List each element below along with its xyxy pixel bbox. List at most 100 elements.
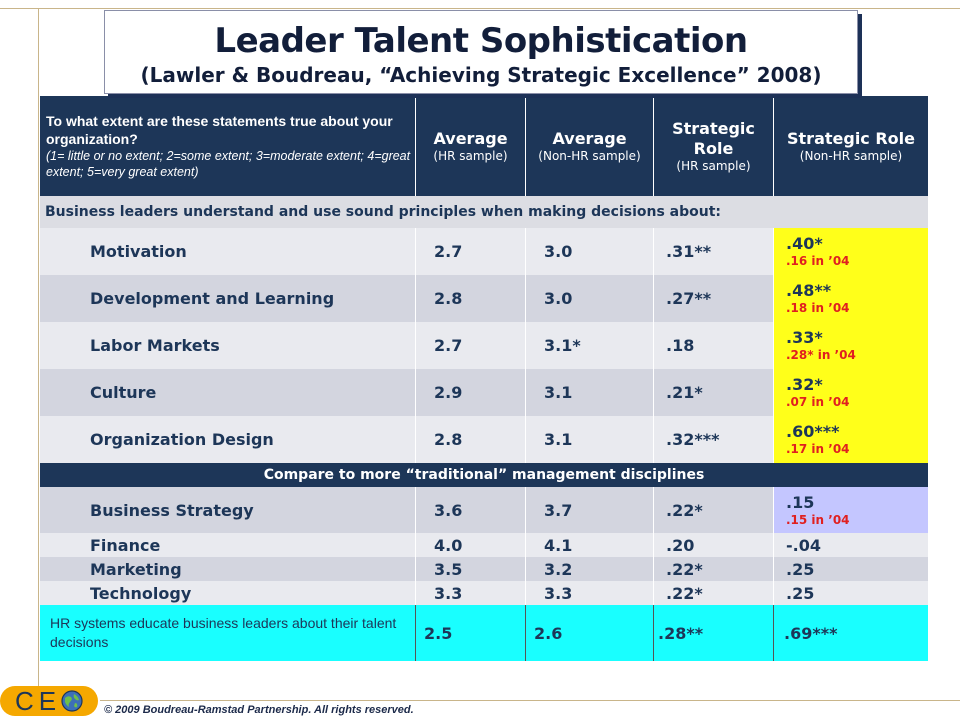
role-nonhr-value: .69***: [784, 623, 838, 643]
row-label: Organization Design: [40, 416, 416, 463]
role-hr-value: .18: [654, 322, 774, 369]
table-row: Culture 2.9 3.1 .21* .32* .07 in ’04: [40, 369, 928, 416]
header-role-hr-title: Strategic Role: [672, 118, 755, 158]
role-nonhr-value: .32*: [786, 375, 823, 394]
globe-icon: [61, 690, 83, 712]
role-nonhr-value: .15: [786, 492, 815, 512]
header-question: To what extent are these statements true…: [46, 113, 393, 147]
role-nonhr-cell: .32* .07 in ’04: [774, 369, 928, 416]
role-hr-value: .22*: [654, 557, 774, 581]
role-nonhr-value: .40*: [786, 234, 823, 253]
role-nonhr-cell: .60*** .17 in ’04: [774, 416, 928, 463]
row-label: Technology: [40, 581, 416, 605]
row-label: HR systems educate business leaders abou…: [40, 605, 416, 661]
avg-nonhr-value: 3.3: [526, 581, 654, 605]
table-row: Motivation 2.7 3.0 .31** .40* .16 in ’04: [40, 228, 928, 275]
header-question-cell: To what extent are these statements true…: [40, 96, 416, 196]
role-nonhr-value: .25: [786, 583, 815, 603]
avg-hr-value: 2.8: [416, 275, 526, 322]
avg-hr-value: 3.6: [416, 487, 526, 533]
header-role-hr-sub: (HR sample): [676, 158, 751, 173]
page-subtitle: (Lawler & Boudreau, “Achieving Strategic…: [140, 63, 822, 87]
title-box: Leader Talent Sophistication (Lawler & B…: [104, 10, 858, 94]
role-nonhr-cell: .33* .28* in ’04: [774, 322, 928, 369]
row-label: Business Strategy: [40, 487, 416, 533]
table-row: Marketing 3.5 3.2 .22* .25: [40, 557, 928, 581]
table-row: Labor Markets 2.7 3.1* .18 .33* .28* in …: [40, 322, 928, 369]
role-hr-value: .22*: [654, 487, 774, 533]
role-nonhr-2004-note: .18 in ’04: [786, 301, 850, 315]
row-label: Development and Learning: [40, 275, 416, 322]
header-avg-hr: Average (HR sample): [416, 96, 526, 196]
copyright-notice: © 2009 Boudreau-Ramstad Partnership. All…: [104, 704, 414, 716]
role-nonhr-2004-note: .07 in ’04: [786, 395, 850, 409]
row-label: Culture: [40, 369, 416, 416]
header-scale: (1= little or no extent; 2=some extent; …: [46, 149, 411, 179]
header-avg-nonhr-title: Average: [552, 128, 627, 148]
role-hr-value: .20: [654, 533, 774, 557]
results-table: To what extent are these statements true…: [40, 96, 928, 661]
avg-hr-value: 2.7: [416, 322, 526, 369]
role-hr-value: .21*: [654, 369, 774, 416]
role-hr-value: .22*: [654, 581, 774, 605]
header-role-nonhr-title: Strategic Role: [787, 128, 915, 148]
role-nonhr-cell: .15 .15 in ’04: [774, 487, 928, 533]
avg-hr-value: 2.5: [416, 605, 526, 661]
header-role-nonhr-sub: (Non-HR sample): [799, 148, 903, 163]
role-hr-value: .32***: [654, 416, 774, 463]
row-label: Marketing: [40, 557, 416, 581]
header-avg-hr-title: Average: [433, 128, 508, 148]
avg-nonhr-value: 4.1: [526, 533, 654, 557]
page-title: Leader Talent Sophistication: [214, 21, 748, 61]
role-nonhr-value: .25: [786, 559, 815, 579]
avg-hr-value: 4.0: [416, 533, 526, 557]
role-nonhr-value: .33*: [786, 328, 823, 347]
logo-letter-e: E: [38, 686, 57, 716]
role-hr-value: .27**: [654, 275, 774, 322]
footer-divider: [100, 700, 960, 701]
avg-hr-value: 3.5: [416, 557, 526, 581]
header-role-nonhr: Strategic Role (Non-HR sample): [774, 96, 928, 196]
table-row-highlight: HR systems educate business leaders abou…: [40, 605, 928, 661]
avg-nonhr-value: 3.7: [526, 487, 654, 533]
role-nonhr-2004-note: .15 in ’04: [786, 512, 850, 527]
avg-nonhr-value: 3.1*: [526, 322, 654, 369]
role-hr-value: .28**: [654, 605, 774, 661]
role-nonhr-2004-note: .28* in ’04: [786, 348, 856, 362]
table-header: To what extent are these statements true…: [40, 96, 928, 196]
avg-nonhr-value: 2.6: [526, 605, 654, 661]
avg-nonhr-value: 3.1: [526, 416, 654, 463]
avg-hr-value: 2.7: [416, 228, 526, 275]
header-avg-nonhr: Average (Non-HR sample): [526, 96, 654, 196]
table-row: Finance 4.0 4.1 .20 -.04: [40, 533, 928, 557]
row-label: Motivation: [40, 228, 416, 275]
role-nonhr-2004-note: .16 in ’04: [786, 254, 850, 268]
avg-hr-value: 2.8: [416, 416, 526, 463]
header-avg-nonhr-sub: (Non-HR sample): [538, 148, 641, 163]
role-hr-value: .31**: [654, 228, 774, 275]
frame-left-line: [38, 8, 39, 686]
compare-heading: Compare to more “traditional” management…: [40, 463, 928, 487]
row-label: Labor Markets: [40, 322, 416, 369]
frame-top-line: [0, 8, 960, 9]
avg-hr-value: 2.9: [416, 369, 526, 416]
header-avg-hr-sub: (HR sample): [433, 148, 508, 163]
role-nonhr-cell: .40* .16 in ’04: [774, 228, 928, 275]
table-row: Business Strategy 3.6 3.7 .22* .15 .15 i…: [40, 487, 928, 533]
avg-nonhr-value: 3.2: [526, 557, 654, 581]
row-label: Finance: [40, 533, 416, 557]
table-row: Development and Learning 2.8 3.0 .27** .…: [40, 275, 928, 322]
avg-hr-value: 3.3: [416, 581, 526, 605]
avg-nonhr-value: 3.0: [526, 275, 654, 322]
logo-letter-c: C: [14, 686, 34, 716]
table-row: Organization Design 2.8 3.1 .32*** .60**…: [40, 416, 928, 463]
role-nonhr-value: .60***: [786, 422, 840, 441]
role-nonhr-cell: .48** .18 in ’04: [774, 275, 928, 322]
header-role-hr: Strategic Role (HR sample): [654, 96, 774, 196]
section-heading: Business leaders understand and use soun…: [40, 196, 928, 228]
table-row: Technology 3.3 3.3 .22* .25: [40, 581, 928, 605]
avg-nonhr-value: 3.1: [526, 369, 654, 416]
ceo-logo: C E: [0, 686, 98, 716]
role-nonhr-value: -.04: [786, 535, 821, 555]
role-nonhr-value: .48**: [786, 281, 832, 300]
